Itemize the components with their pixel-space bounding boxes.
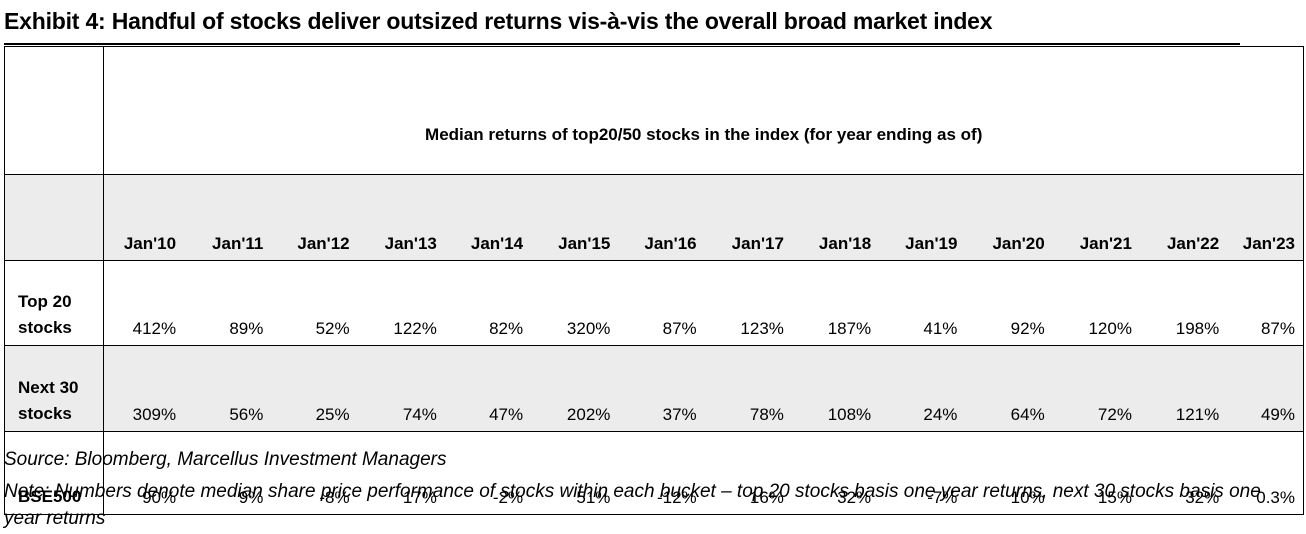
table-cell: 52% xyxy=(271,260,358,346)
table-cell: 122% xyxy=(357,260,445,346)
row-label: Next 30 stocks xyxy=(3,345,105,432)
row-label: Top 20 stocks xyxy=(3,260,105,346)
table-cell: 47% xyxy=(444,345,532,432)
row-label-line: stocks xyxy=(18,404,72,423)
table-cell: 108% xyxy=(791,345,880,432)
table-banner: Median returns of top20/50 stocks in the… xyxy=(103,46,1304,175)
table-cell: -8% xyxy=(271,431,358,515)
table-cell: -7% xyxy=(879,431,966,515)
row-label-line: stocks xyxy=(18,318,72,337)
column-header: Jan'21 xyxy=(1052,174,1140,261)
row-label-line: Top 20 xyxy=(18,292,72,311)
table-cell: 412% xyxy=(103,260,185,346)
row-label-line: BSE500 xyxy=(18,487,82,506)
table-cell: 74% xyxy=(357,345,445,432)
table-cell: 121% xyxy=(1139,345,1228,432)
table-cell: 87% xyxy=(618,260,705,346)
table-cell: 64% xyxy=(965,345,1053,432)
column-header: Jan'19 xyxy=(879,174,966,261)
table-cell: 120% xyxy=(1052,260,1140,346)
column-header: Jan'22 xyxy=(1139,174,1228,261)
title-underline xyxy=(4,43,1240,45)
column-header: Jan'12 xyxy=(271,174,358,261)
table-cell: 82% xyxy=(444,260,532,346)
table-cell: 37% xyxy=(618,345,705,432)
table-cell: 9% xyxy=(184,431,272,515)
banner-row: Median returns of top20/50 stocks in the… xyxy=(3,46,1304,175)
table-row: BSE500 90% 9% -8% 17% -2% 51% -12% 16% 3… xyxy=(3,431,1305,515)
column-header: Jan'10 xyxy=(103,174,185,261)
table-cell: 0.3% xyxy=(1227,431,1305,515)
table-cell: 123% xyxy=(704,260,792,346)
column-header: Jan'18 xyxy=(791,174,880,261)
table-cell: 320% xyxy=(531,260,619,346)
column-header: Jan'16 xyxy=(618,174,705,261)
table-cell: 16% xyxy=(704,431,792,515)
table-cell: 198% xyxy=(1139,260,1228,346)
footnote: Note: Numbers denote median share price … xyxy=(4,481,1261,529)
table-cell: 89% xyxy=(184,260,272,346)
corner-cell xyxy=(3,46,105,175)
table-cell: 15% xyxy=(1052,431,1140,515)
column-header-row: Jan'10 Jan'11 Jan'12 Jan'13 Jan'14 Jan'1… xyxy=(3,174,1305,261)
table-cell: 90% xyxy=(103,431,185,515)
exhibit-title: Exhibit 4: Handful of stocks deliver out… xyxy=(4,8,993,34)
table-cell: 78% xyxy=(704,345,792,432)
header-stub-cell xyxy=(3,174,105,261)
column-header: Jan'20 xyxy=(965,174,1053,261)
table-cell: 92% xyxy=(965,260,1053,346)
table-cell: 32% xyxy=(1139,431,1228,515)
table-cell: 49% xyxy=(1227,345,1305,432)
row-label-line: Next 30 xyxy=(18,378,79,397)
column-header: Jan'13 xyxy=(357,174,445,261)
table-cell: 10% xyxy=(965,431,1053,515)
column-header: Jan'15 xyxy=(531,174,619,261)
table-cell: 17% xyxy=(357,431,445,515)
table-cell: 309% xyxy=(103,345,185,432)
row-label: BSE500 xyxy=(3,431,105,515)
column-header: Jan'14 xyxy=(444,174,532,261)
table-cell: 32% xyxy=(791,431,880,515)
column-header: Jan'23 xyxy=(1227,174,1305,261)
table-cell: -2% xyxy=(444,431,532,515)
table-cell: 41% xyxy=(879,260,966,346)
table-cell: 87% xyxy=(1227,260,1305,346)
table-cell: 51% xyxy=(531,431,619,515)
table-cell: 72% xyxy=(1052,345,1140,432)
table-cell: 187% xyxy=(791,260,880,346)
table-row: Top 20 stocks 412% 89% 52% 122% 82% 320%… xyxy=(3,260,1305,346)
table-row: Next 30 stocks 309% 56% 25% 74% 47% 202%… xyxy=(3,345,1305,432)
source-note: Source: Bloomberg, Marcellus Investment … xyxy=(4,449,447,470)
table-cell: 25% xyxy=(271,345,358,432)
column-header: Jan'17 xyxy=(704,174,792,261)
returns-table: Median returns of top20/50 stocks in the… xyxy=(3,46,1305,515)
table-cell: 24% xyxy=(879,345,966,432)
table-cell: 56% xyxy=(184,345,272,432)
table-cell: 202% xyxy=(531,345,619,432)
column-header: Jan'11 xyxy=(184,174,272,261)
table-cell: -12% xyxy=(618,431,705,515)
